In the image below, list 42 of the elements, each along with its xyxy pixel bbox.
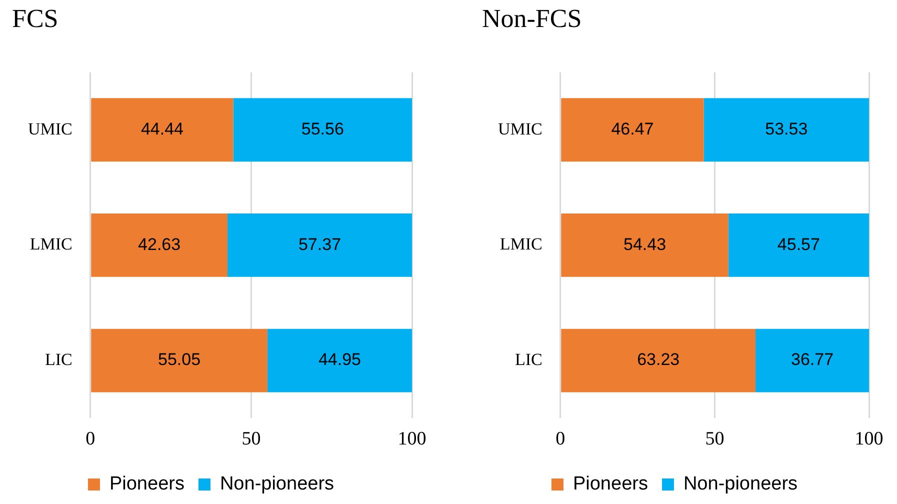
legend-label: Non-pioneers [683,474,798,495]
data-label: 46.47 [611,120,654,139]
bar [233,98,412,162]
legend-label: Pioneers [572,474,648,495]
y-tick-label: LIC [45,350,72,369]
bar [561,213,728,277]
data-label: 44.44 [140,120,184,139]
x-tick-label: 50 [705,428,724,450]
data-label: 45.57 [777,234,820,254]
bar [91,98,234,162]
y-tick-label: UMIC [498,119,542,138]
bar [561,328,756,392]
data-label: 55.56 [301,120,344,139]
x-tick-label: 100 [398,428,426,450]
bar [728,213,869,277]
chart-title: Non-FCS [482,4,582,34]
data-label: 54.43 [623,234,666,254]
x-tick-label: 100 [854,428,884,450]
bar [91,213,228,277]
y-tick-label: LMIC [30,234,72,254]
bar [756,328,869,392]
bar [227,213,412,277]
data-label: 36.77 [790,350,834,370]
bar [91,328,268,392]
data-label: 42.63 [138,234,181,254]
chart-title: FCS [12,4,58,34]
y-tick-label: LIC [515,350,542,369]
x-tick-label: 0 [86,428,96,450]
bar [561,98,704,162]
bar [267,328,412,392]
legend-label: Pioneers [109,474,184,495]
bar [704,98,869,162]
data-label: 63.23 [637,350,680,370]
x-tick-label: 50 [242,428,261,450]
data-label: 44.95 [318,350,361,370]
y-tick-label: LMIC [500,234,542,254]
legend-label: Non-pioneers [220,474,334,495]
x-tick-label: 0 [556,428,566,450]
data-label: 55.05 [158,350,201,370]
data-label: 53.53 [765,120,808,139]
y-tick-label: UMIC [28,119,72,138]
data-label: 57.37 [298,234,342,254]
